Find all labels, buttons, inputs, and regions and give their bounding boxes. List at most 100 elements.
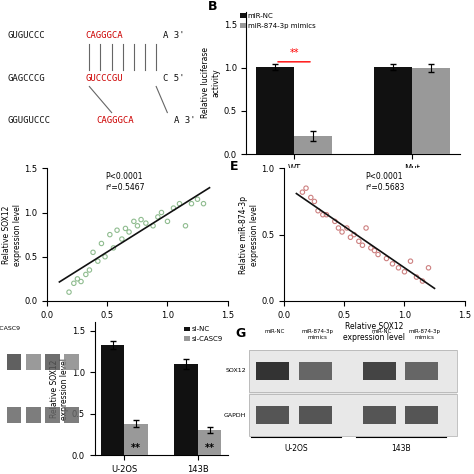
Bar	[45, 407, 60, 423]
Bar	[7, 354, 21, 370]
Point	[101, 253, 109, 261]
Bar	[45, 354, 60, 370]
Point	[89, 248, 97, 256]
Text: P<0.0001
r²=0.5467: P<0.0001 r²=0.5467	[105, 172, 145, 191]
Y-axis label: Relative SOX12
expression level: Relative SOX12 expression level	[50, 358, 69, 419]
Bar	[249, 350, 457, 392]
Point	[77, 278, 85, 285]
Point	[154, 213, 162, 221]
Point	[367, 244, 374, 252]
Bar	[256, 67, 294, 154]
Text: miR-NC: miR-NC	[265, 329, 285, 334]
Text: GUGUCCC: GUGUCCC	[7, 31, 45, 40]
Point	[307, 194, 315, 201]
Text: -CASC9: -CASC9	[0, 326, 21, 331]
Y-axis label: Relative miR-874-3p
expression level: Relative miR-874-3p expression level	[239, 196, 259, 273]
Point	[188, 200, 195, 208]
Bar	[412, 68, 450, 154]
Point	[331, 218, 338, 225]
Text: **: **	[289, 48, 299, 58]
Bar	[7, 407, 21, 423]
Point	[335, 224, 342, 232]
Point	[346, 234, 354, 241]
Bar	[294, 136, 332, 154]
Point	[302, 184, 310, 192]
Point	[359, 241, 366, 249]
Point	[350, 231, 358, 238]
Text: miR-874-3p
mimics: miR-874-3p mimics	[408, 329, 440, 340]
Text: GAGCCCG: GAGCCCG	[7, 74, 45, 82]
Point	[86, 266, 93, 274]
Point	[158, 209, 165, 216]
Text: A 3': A 3'	[174, 117, 196, 125]
Text: miR-NC: miR-NC	[372, 329, 392, 334]
Point	[338, 228, 346, 236]
Bar	[256, 406, 289, 424]
Point	[362, 224, 370, 232]
Text: B: B	[208, 0, 218, 13]
Point	[118, 235, 126, 243]
Point	[401, 268, 408, 275]
Bar	[405, 406, 438, 424]
Y-axis label: Relative luciferase
activity: Relative luciferase activity	[201, 47, 221, 118]
Point	[106, 231, 114, 238]
Y-axis label: Relative SOX12
expression level: Relative SOX12 expression level	[2, 204, 22, 265]
Text: SOX12: SOX12	[226, 368, 246, 374]
Bar	[249, 350, 457, 437]
Point	[389, 260, 396, 268]
Point	[73, 275, 81, 283]
Point	[383, 255, 390, 262]
Bar	[174, 364, 198, 455]
Bar	[299, 362, 332, 380]
Point	[94, 257, 101, 265]
Bar	[26, 354, 40, 370]
Point	[355, 237, 363, 245]
Legend: si-NC, si-CASC9: si-NC, si-CASC9	[184, 326, 224, 343]
Point	[314, 207, 322, 215]
Point	[109, 244, 117, 252]
Text: P<0.0001
r²=0.5683: P<0.0001 r²=0.5683	[365, 172, 405, 191]
Text: **: **	[205, 443, 215, 453]
Bar	[256, 362, 289, 380]
Text: C 5': C 5'	[163, 74, 184, 82]
Point	[194, 195, 201, 203]
Text: 143B: 143B	[391, 444, 410, 453]
Bar	[249, 394, 457, 437]
Point	[176, 200, 183, 208]
Point	[134, 222, 141, 229]
Text: G: G	[236, 327, 246, 340]
Bar	[26, 407, 40, 423]
Point	[413, 273, 420, 281]
Point	[419, 277, 426, 285]
Bar	[405, 362, 438, 380]
Text: GGUGUCCC: GGUGUCCC	[7, 117, 50, 125]
Point	[170, 204, 177, 212]
Text: miR-874-3p
mimics: miR-874-3p mimics	[301, 329, 334, 340]
Point	[319, 211, 327, 219]
Point	[200, 200, 207, 208]
Text: GAPDH: GAPDH	[224, 413, 246, 418]
Point	[137, 216, 145, 223]
Bar	[198, 430, 221, 455]
Text: **: **	[131, 443, 141, 453]
Point	[70, 280, 78, 287]
X-axis label: SOX12: SOX12	[338, 174, 368, 183]
Point	[407, 257, 414, 265]
Legend: miR-NC, miR-874-3p mimics: miR-NC, miR-874-3p mimics	[239, 12, 316, 29]
Point	[82, 271, 90, 278]
Point	[310, 198, 318, 205]
Point	[122, 225, 129, 232]
X-axis label: Relative SOX12
expression level: Relative SOX12 expression level	[344, 322, 405, 342]
Point	[164, 218, 171, 225]
Point	[98, 240, 105, 247]
Point	[425, 264, 432, 272]
Bar	[64, 407, 79, 423]
Point	[65, 288, 73, 296]
Point	[142, 219, 150, 227]
Point	[182, 222, 189, 229]
Text: CAGGGCA: CAGGGCA	[85, 31, 123, 40]
Point	[113, 227, 121, 234]
X-axis label: Relative CASC9
expression level: Relative CASC9 expression level	[107, 322, 168, 342]
Bar	[363, 406, 396, 424]
Text: E: E	[230, 160, 239, 173]
